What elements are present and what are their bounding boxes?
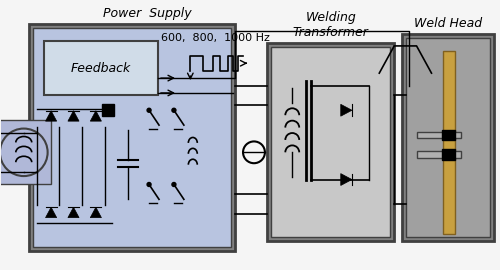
FancyBboxPatch shape bbox=[406, 38, 489, 237]
Circle shape bbox=[147, 183, 151, 187]
Polygon shape bbox=[68, 207, 79, 218]
Polygon shape bbox=[340, 174, 352, 185]
FancyBboxPatch shape bbox=[442, 149, 456, 160]
FancyBboxPatch shape bbox=[443, 51, 455, 234]
Circle shape bbox=[0, 129, 48, 176]
Polygon shape bbox=[90, 111, 102, 121]
FancyBboxPatch shape bbox=[32, 28, 231, 247]
FancyBboxPatch shape bbox=[442, 130, 456, 140]
Polygon shape bbox=[68, 111, 79, 121]
FancyBboxPatch shape bbox=[416, 151, 462, 158]
Text: Feedback: Feedback bbox=[70, 62, 131, 75]
Text: 600,  800,  1000 Hz: 600, 800, 1000 Hz bbox=[161, 33, 270, 43]
FancyBboxPatch shape bbox=[0, 120, 51, 184]
Text: Welding
Transformer: Welding Transformer bbox=[293, 12, 368, 39]
Circle shape bbox=[172, 183, 176, 187]
Polygon shape bbox=[46, 207, 56, 218]
Polygon shape bbox=[46, 111, 56, 121]
FancyBboxPatch shape bbox=[28, 24, 235, 251]
FancyBboxPatch shape bbox=[272, 48, 390, 237]
Text: Weld Head: Weld Head bbox=[414, 16, 482, 30]
Polygon shape bbox=[90, 207, 102, 218]
Circle shape bbox=[172, 108, 176, 112]
Circle shape bbox=[147, 108, 151, 112]
Polygon shape bbox=[340, 104, 352, 116]
FancyBboxPatch shape bbox=[402, 33, 494, 241]
Text: Power  Supply: Power Supply bbox=[102, 7, 191, 20]
FancyBboxPatch shape bbox=[102, 104, 115, 116]
FancyBboxPatch shape bbox=[268, 43, 394, 241]
FancyBboxPatch shape bbox=[44, 41, 158, 95]
FancyBboxPatch shape bbox=[416, 131, 462, 139]
